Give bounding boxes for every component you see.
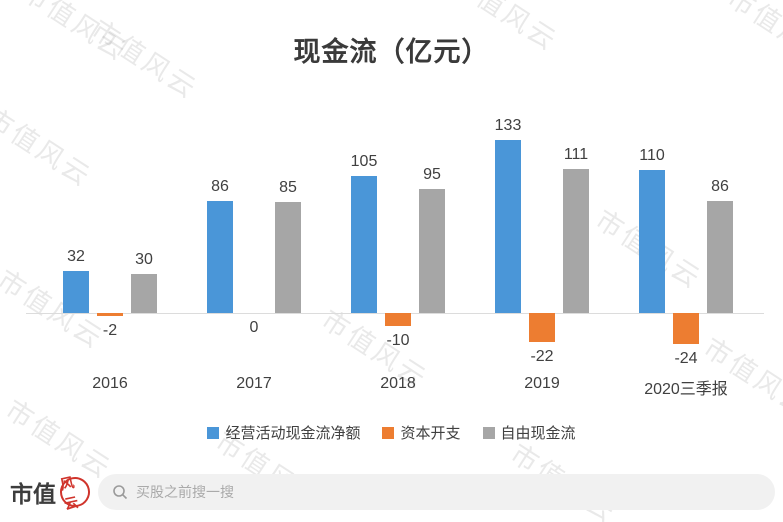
legend-label: 自由现金流: [500, 425, 576, 442]
legend-item: 自由现金流: [482, 422, 576, 443]
bar-value-label: 32: [67, 248, 85, 265]
brand-seal-icon: 风云: [57, 474, 93, 512]
chart-title: 现金流（亿元）: [293, 37, 490, 67]
bar: [673, 313, 699, 344]
legend-swatch: [207, 426, 220, 439]
bar: [529, 313, 555, 342]
bar-value-label: 110: [639, 147, 665, 164]
bar: [639, 170, 665, 313]
bar-value-label: 86: [711, 178, 729, 195]
x-axis-label: 2017: [236, 375, 272, 392]
bar-value-label: -22: [530, 348, 554, 365]
bar: [707, 201, 733, 313]
bar: [275, 202, 301, 313]
legend-swatch: [382, 426, 395, 439]
legend-swatch: [482, 426, 495, 439]
bar-group-2020三季报: 110 -24 86 2020三季报: [614, 95, 758, 405]
brand-logo: 市值 风云: [10, 474, 93, 512]
bar: [419, 189, 445, 313]
bar-value-label: 133: [494, 117, 522, 134]
bar-value-label: 86: [211, 178, 229, 195]
bar: [385, 313, 411, 326]
legend-item: 经营活动现金流净额: [207, 422, 360, 443]
bar: [63, 271, 89, 313]
legend-item: 资本开支: [382, 422, 461, 443]
bar-group-2018: 105 -10 95 2018: [326, 95, 470, 405]
search-bar[interactable]: [98, 474, 775, 510]
bar-chart: 32 -2 30 2016 86 0 85 2017 105 -10 95 2018 133 -22 111…: [26, 95, 764, 405]
bar-value-label: 95: [423, 166, 441, 183]
x-axis-label: 2018: [380, 375, 416, 392]
x-axis-label: 2016: [92, 375, 128, 392]
bar-value-label: -2: [102, 322, 118, 339]
chart-legend: 经营活动现金流净额 资本开支 自由现金流: [0, 422, 783, 443]
bar-value-label: 85: [279, 179, 297, 196]
bar: [97, 313, 123, 316]
bar-value-label: 0: [249, 319, 259, 336]
bar-value-label: 30: [135, 251, 153, 268]
bar: [563, 169, 589, 313]
search-icon: [113, 485, 128, 500]
legend-label: 经营活动现金流净额: [225, 425, 361, 442]
bar: [131, 274, 157, 313]
bar-group-2019: 133 -22 111 2019: [470, 95, 614, 405]
bar: [495, 140, 521, 313]
legend-label: 资本开支: [400, 425, 461, 442]
bar-value-label: 111: [563, 146, 589, 163]
search-input[interactable]: [136, 484, 761, 500]
bar-value-label: -10: [386, 332, 410, 349]
bar-group-2016: 32 -2 30 2016: [38, 95, 182, 405]
x-axis-label: 2019: [524, 375, 560, 392]
footer-bar: 市值 风云: [0, 470, 783, 514]
bar-value-label: 105: [350, 153, 378, 170]
bar: [351, 176, 377, 313]
x-axis-label: 2020三季报: [644, 381, 728, 398]
brand-text: 市值: [10, 481, 56, 507]
bar: [207, 201, 233, 313]
bar-value-label: -24: [674, 350, 698, 367]
bar-group-2017: 86 0 85 2017: [182, 95, 326, 405]
